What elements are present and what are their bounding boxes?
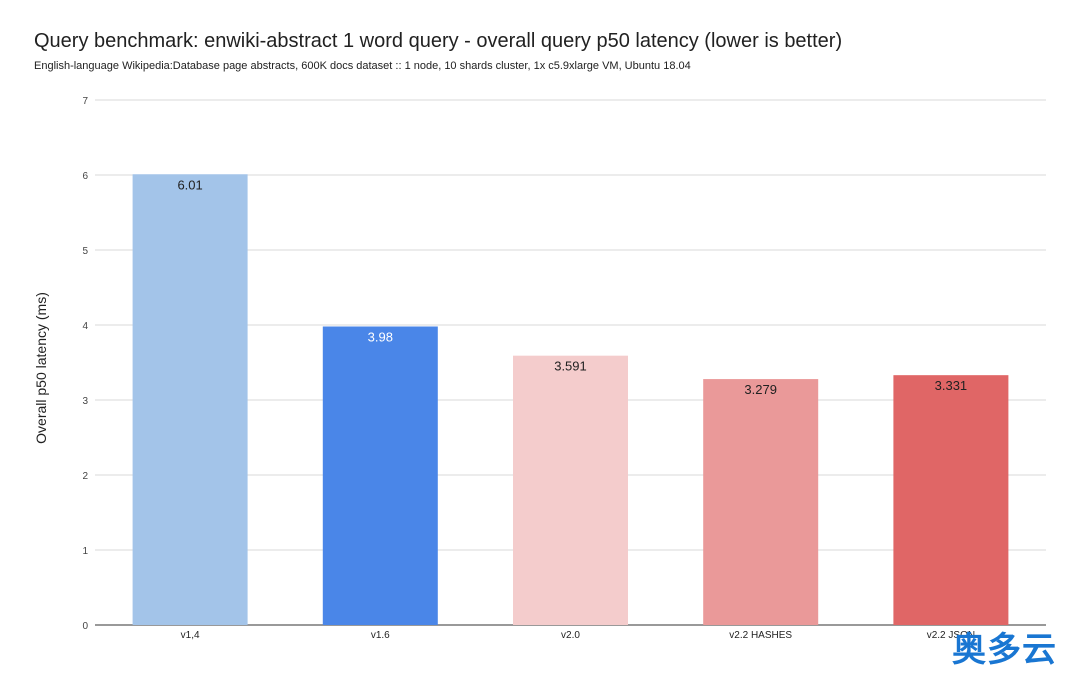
y-axis-label: Overall p50 latency (ms) [33,292,49,444]
bar-value-label: 3.279 [744,382,777,397]
gridlines [95,99,1046,626]
bar-value-label: 3.331 [935,378,968,393]
bar [132,174,248,625]
bar [893,375,1009,625]
x-tick-labels: v1,4 v1.6 v2.0 v2.2 HASHES v2.2 JSON [181,630,975,641]
y-tick-label: 4 [82,321,88,332]
bar-value-labels: 6.01 3.98 3.591 3.279 3.331 [177,177,967,397]
y-tick-label: 6 [82,171,88,182]
y-tick-label: 3 [82,396,88,407]
bar-value-label: 6.01 [177,177,202,192]
chart-title: Query benchmark: enwiki-abstract 1 word … [34,30,843,52]
x-tick-label: v1,4 [181,630,200,641]
bar [322,326,438,625]
bars [132,174,1009,625]
bar [513,355,628,625]
x-tick-label: v2.2 HASHES [729,630,792,641]
chart-subtitle: English-language Wikipedia:Database page… [34,60,691,72]
y-tick-label: 5 [82,246,88,257]
y-tick-label: 7 [82,96,88,107]
x-tick-label: v2.2 JSON [927,630,975,641]
bar-value-label: 3.98 [368,330,393,345]
y-tick-label: 0 [82,621,88,632]
bar [703,379,819,625]
y-tick-label: 2 [82,471,88,482]
y-tick-labels: 0 1 2 3 4 5 6 7 [82,96,88,632]
x-tick-label: v2.0 [561,630,580,641]
bar-value-label: 3.591 [554,359,587,374]
watermark-logo: 奥多云 [952,630,1057,670]
y-tick-label: 1 [82,546,88,557]
x-tick-label: v1.6 [371,630,390,641]
